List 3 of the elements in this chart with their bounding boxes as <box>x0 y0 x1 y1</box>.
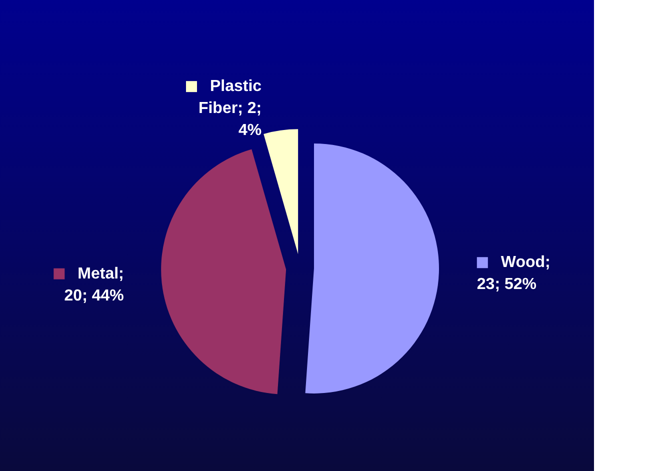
legend-label: Plastic Fiber; 2; 4% <box>198 78 262 140</box>
legend-label: Metal; 20; 44% <box>64 265 124 304</box>
legend-label: Wood; 23; 52% <box>476 254 550 294</box>
